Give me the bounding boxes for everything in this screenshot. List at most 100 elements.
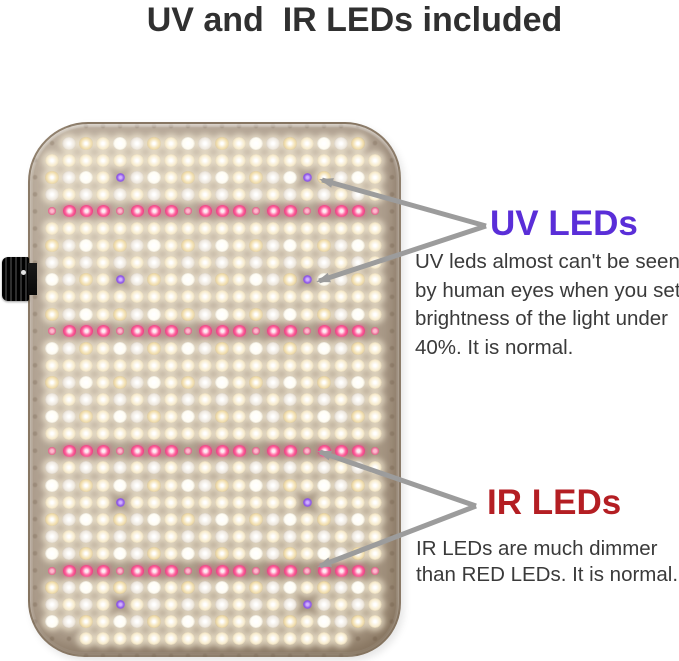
white-led	[368, 478, 382, 492]
white-led	[334, 581, 348, 595]
white-led	[317, 495, 331, 509]
white-led	[79, 512, 93, 526]
white-led	[351, 529, 365, 543]
white-led	[368, 375, 382, 389]
white-led	[62, 512, 76, 526]
white-led	[334, 393, 348, 406]
white-led	[266, 187, 280, 201]
white-led	[249, 239, 263, 253]
red-led	[62, 325, 76, 338]
white-led	[113, 222, 127, 235]
white-led	[249, 546, 263, 560]
white-led	[368, 187, 382, 201]
ir-led	[371, 446, 379, 455]
white-led	[317, 153, 331, 167]
white-led	[198, 153, 212, 167]
white-led	[164, 222, 178, 235]
white-led	[198, 222, 212, 235]
white-led	[96, 307, 110, 321]
white-led	[283, 170, 297, 184]
white-led	[368, 393, 382, 406]
white-led	[62, 410, 76, 424]
white-led	[351, 512, 365, 526]
white-led	[198, 427, 212, 441]
white-led	[181, 358, 195, 372]
white-led	[96, 290, 110, 304]
white-led	[79, 170, 93, 184]
white-led	[164, 290, 178, 304]
white-led	[130, 153, 144, 167]
white-led	[300, 375, 314, 389]
white-led	[300, 393, 314, 406]
red-led	[130, 205, 144, 218]
white-led	[300, 136, 314, 150]
white-led	[300, 546, 314, 560]
white-led	[164, 581, 178, 595]
white-led	[283, 341, 297, 355]
white-led	[62, 239, 76, 253]
white-led	[266, 581, 280, 595]
dimmer-knob	[2, 257, 37, 301]
white-led	[300, 239, 314, 253]
red-led	[164, 325, 178, 338]
white-led	[130, 427, 144, 441]
ir-led	[252, 327, 260, 336]
white-led	[232, 632, 246, 646]
red-led	[147, 205, 161, 218]
ir-led	[116, 327, 124, 336]
white-led	[96, 478, 110, 492]
white-led	[62, 222, 76, 235]
white-led	[62, 598, 76, 612]
white-led	[147, 546, 161, 560]
white-led	[334, 136, 348, 150]
white-led	[249, 529, 263, 543]
white-led	[130, 461, 144, 475]
white-led	[147, 307, 161, 321]
ir-led	[116, 446, 124, 455]
white-led	[249, 632, 263, 646]
ir-led	[252, 446, 260, 455]
white-led	[45, 153, 59, 167]
white-led	[351, 461, 365, 475]
uv-leds-description: UV leds almost can't be seen by human ey…	[415, 248, 679, 362]
white-led	[79, 273, 93, 287]
red-led	[62, 444, 76, 457]
white-led	[45, 410, 59, 424]
white-led	[232, 341, 246, 355]
white-led	[96, 273, 110, 287]
white-led	[317, 187, 331, 201]
white-led	[266, 529, 280, 543]
white-led	[62, 375, 76, 389]
white-led	[181, 222, 195, 235]
text-line: IR LEDs are much dimmer	[416, 537, 658, 560]
white-led	[130, 375, 144, 389]
white-led	[96, 358, 110, 372]
white-led	[215, 478, 229, 492]
white-led	[283, 290, 297, 304]
white-led	[147, 375, 161, 389]
white-led	[45, 170, 59, 184]
white-led	[147, 153, 161, 167]
white-led	[62, 461, 76, 475]
red-led	[147, 325, 161, 338]
white-led	[215, 375, 229, 389]
white-led	[147, 222, 161, 235]
white-led	[368, 546, 382, 560]
white-led	[317, 290, 331, 304]
white-led	[368, 427, 382, 441]
white-led	[215, 273, 229, 287]
uv-led	[115, 172, 125, 182]
white-led	[266, 153, 280, 167]
red-led	[198, 444, 212, 457]
white-led	[232, 290, 246, 304]
white-led	[283, 239, 297, 253]
white-led	[300, 581, 314, 595]
white-led	[181, 478, 195, 492]
white-led	[147, 290, 161, 304]
white-led	[334, 615, 348, 629]
white-led	[249, 615, 263, 629]
red-led	[215, 564, 229, 577]
white-led	[266, 256, 280, 270]
white-led	[198, 239, 212, 253]
white-led	[351, 375, 365, 389]
